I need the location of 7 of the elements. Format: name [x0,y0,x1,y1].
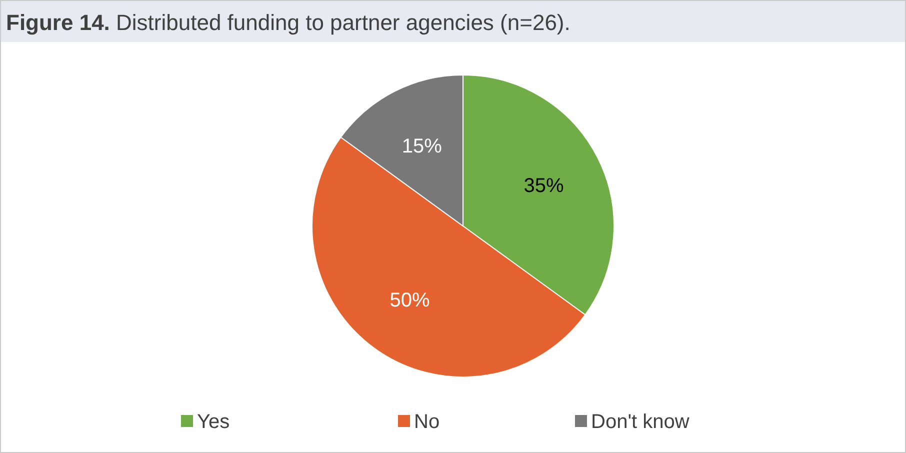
legend-label: No [414,411,440,433]
data-label: 15% [402,135,442,158]
legend-label: Yes [197,411,230,433]
data-label: 50% [390,289,430,312]
chart-title: Figure 14. Distributed funding to partner agencies (n=26). [6,10,570,35]
data-label: 35% [524,174,564,197]
legend-label: Don't know [591,411,690,433]
